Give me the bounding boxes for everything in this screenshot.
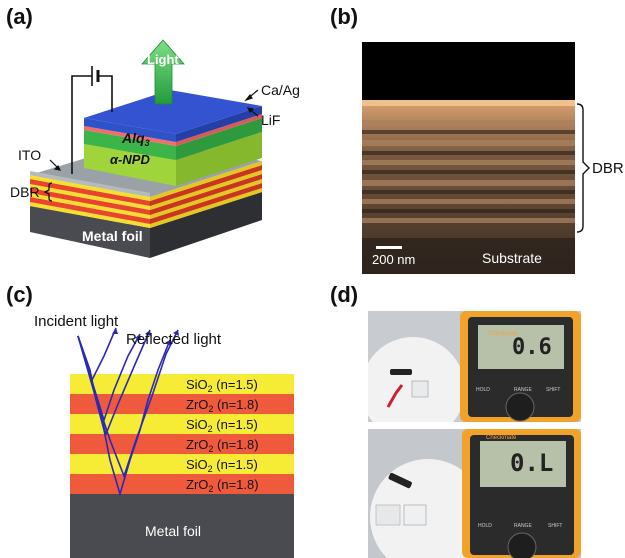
multimeter-photo-1: Checkmate HOLD RANGE SHIFT 0.6 xyxy=(368,311,581,422)
oled-device-schematic: Light Ca/Ag LiF Alq3 α-NPD ITO DBR Metal… xyxy=(10,39,300,258)
lif-layer-front xyxy=(84,126,176,146)
cathode-top-surface xyxy=(84,90,262,134)
panel-label-c: (c) xyxy=(6,282,33,307)
svg-text:Checkmate: Checkmate xyxy=(486,435,517,441)
dbr-layer-3 xyxy=(70,414,294,434)
metal-foil-front xyxy=(30,206,150,258)
metal-foil-block xyxy=(70,494,294,558)
dbr-reflection-diagram: SiO2 (n=1.5) ZrO2 (n=1.8) SiO2 (n=1.5) ZrO2… xyxy=(34,313,294,558)
light-arrow-icon xyxy=(141,39,185,105)
incident-light-label: Incident light xyxy=(34,313,119,330)
dbr-layer-2 xyxy=(70,394,294,414)
dbr-layer-label-6: ZrO2 (n=1.8) xyxy=(186,477,259,494)
dbr-layer-label-4: ZrO2 (n=1.8) xyxy=(186,437,259,454)
svg-text:Checkmate: Checkmate xyxy=(488,331,519,337)
dbr-layer-4 xyxy=(70,434,294,454)
lif-label: LiF xyxy=(261,112,280,128)
dbr-layer-label-2: ZrO2 (n=1.8) xyxy=(186,397,259,414)
panel-label-b: (b) xyxy=(330,4,359,29)
ca-ag-label: Ca/Ag xyxy=(261,82,300,98)
light-rays xyxy=(77,327,179,497)
svg-text:RANGE: RANGE xyxy=(514,523,532,529)
multimeter-photo-2: Checkmate HOLD RANGE SHIFT 0.L xyxy=(368,429,581,558)
reflected-light-label: Reflected light xyxy=(126,331,222,348)
dbr-layer-5 xyxy=(70,454,294,474)
dbr-label-a: DBR xyxy=(10,184,40,200)
dbr-layer-label-3: SiO2 (n=1.5) xyxy=(186,417,258,434)
dbr-bracket xyxy=(43,182,53,202)
scale-bar xyxy=(376,246,402,249)
dbr-layer-6 xyxy=(70,474,294,494)
alq3-label: Alq3 xyxy=(121,130,150,148)
alq3-layer-front xyxy=(84,130,176,160)
svg-text:HOLD: HOLD xyxy=(476,387,490,393)
svg-text:RANGE: RANGE xyxy=(514,387,532,393)
panel-label-d: (d) xyxy=(330,282,359,307)
light-label: Light xyxy=(147,52,179,67)
metal-foil-side xyxy=(150,192,262,258)
dbr-stack-front xyxy=(30,175,150,228)
svg-text:SHIFT: SHIFT xyxy=(546,387,560,393)
dbr-layer-label-5: SiO2 (n=1.5) xyxy=(186,457,258,474)
metal-foil-label-a: Metal foil xyxy=(82,228,143,244)
npd-layer-front xyxy=(84,144,176,186)
metal-foil-label-c: Metal foil xyxy=(145,523,201,539)
cathode-layer-front xyxy=(84,118,176,142)
substrate-label: Substrate xyxy=(482,250,542,266)
svg-text:HOLD: HOLD xyxy=(478,523,492,529)
scale-bar-label: 200 nm xyxy=(372,252,416,267)
npd-label: α-NPD xyxy=(110,152,150,167)
svg-text:SHIFT: SHIFT xyxy=(548,523,562,529)
dbr-label-b: DBR xyxy=(592,160,624,177)
dbr-layer-1 xyxy=(70,374,294,394)
tem-cross-section-image: 200 nm Substrate xyxy=(362,42,575,274)
ito-label: ITO xyxy=(18,147,41,163)
dbr-stack-side xyxy=(150,161,262,228)
dbr-layer-label-1: SiO2 (n=1.5) xyxy=(186,377,258,394)
dbr-bracket-b xyxy=(576,103,590,233)
panel-label-a: (a) xyxy=(6,4,33,29)
multimeter-reading-1: 0.6 xyxy=(512,335,552,360)
battery-circuit-icon xyxy=(71,66,113,174)
multimeter-reading-2: 0.L xyxy=(510,449,554,477)
